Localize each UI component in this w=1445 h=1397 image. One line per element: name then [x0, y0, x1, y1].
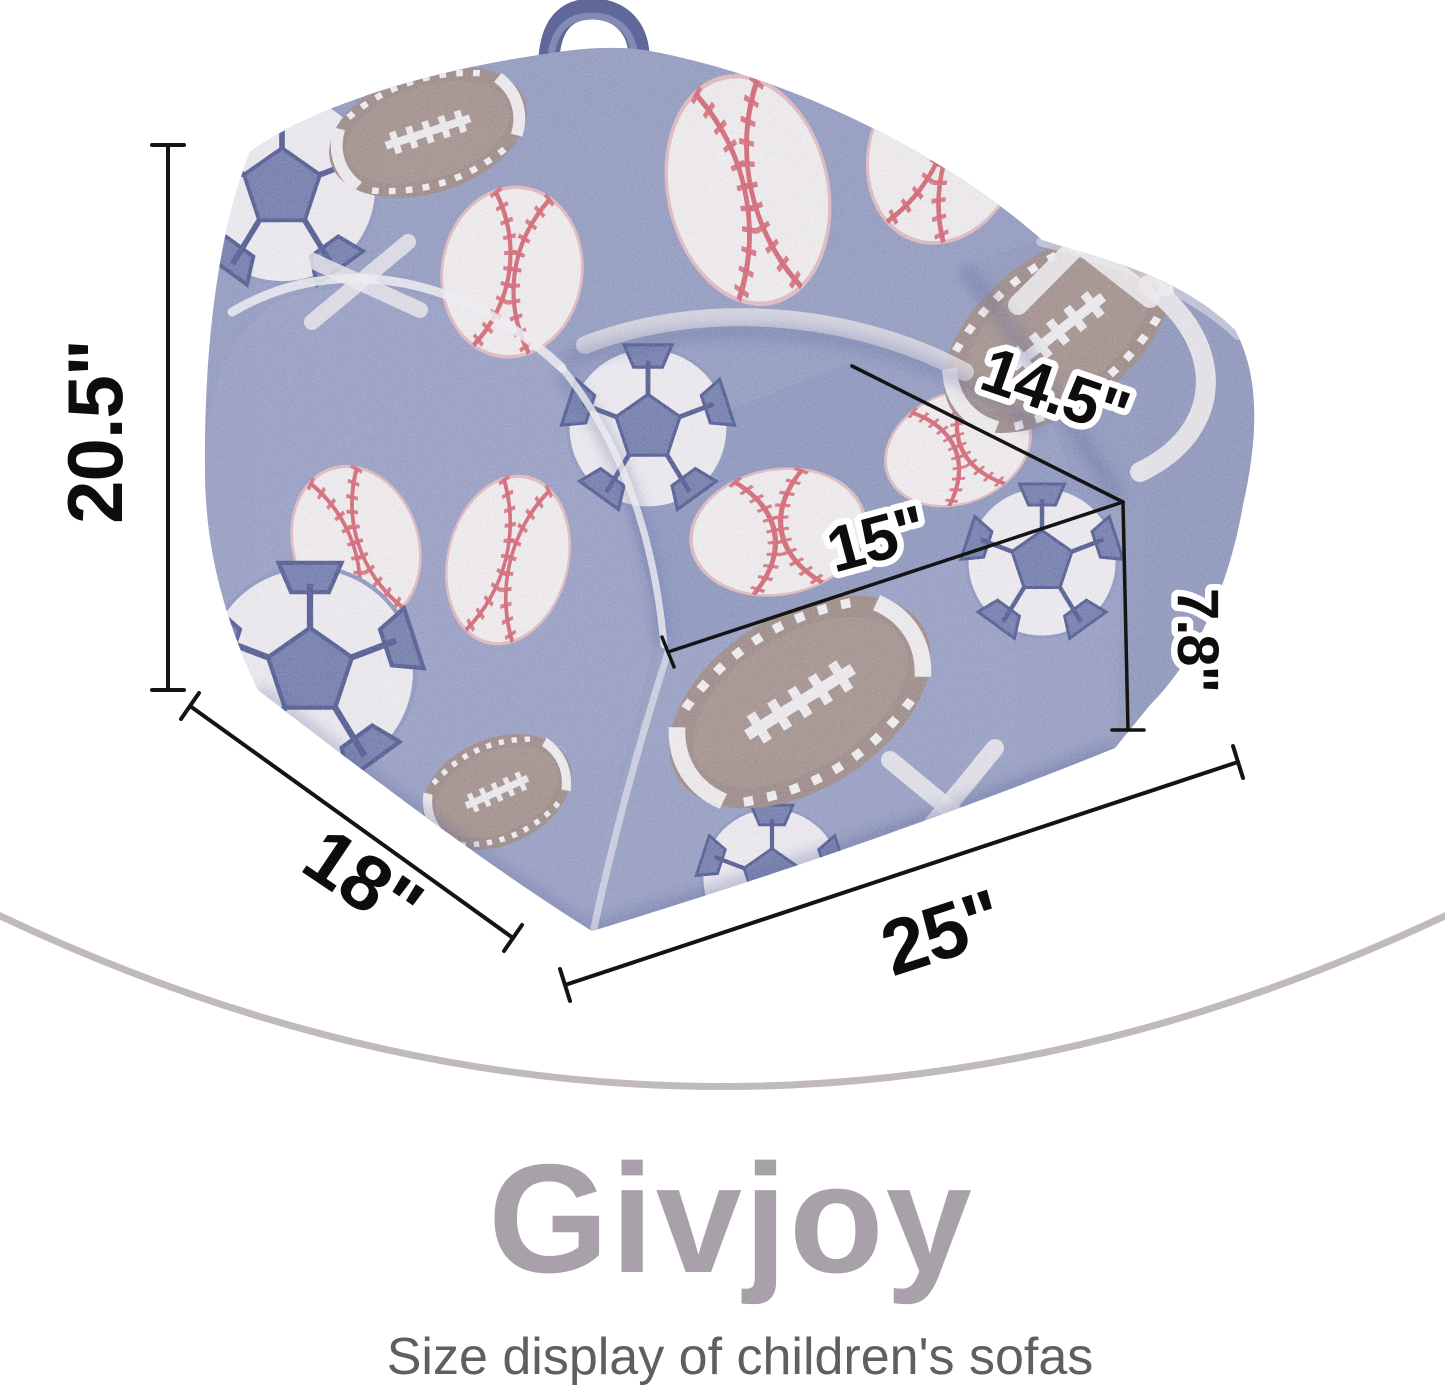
dim-seat-width-line: [660, 500, 1125, 669]
dim-width-line: [558, 744, 1245, 1003]
brand-name: Givjoy: [488, 1132, 974, 1305]
sofa-handle: [538, 0, 650, 68]
dimension-lines: [150, 143, 1245, 1003]
seat-height-dimension-label: 7.8": [1165, 588, 1230, 692]
brand-tagline: Size display of children's sofas: [387, 1328, 1094, 1386]
dim-depth-line: [179, 691, 524, 953]
dim-seat-depth-line: [850, 364, 1125, 504]
dim-height-line: [150, 143, 186, 692]
dim-seat-height-line: [1110, 500, 1146, 732]
sofa-handle-highlight: [547, 12, 638, 59]
decorative-arc: [0, 911, 1445, 1090]
depth-dimension-label: 18": [288, 810, 437, 950]
width-dimension-label: 25": [871, 872, 1013, 993]
height-dimension-label: 20.5": [51, 340, 139, 524]
